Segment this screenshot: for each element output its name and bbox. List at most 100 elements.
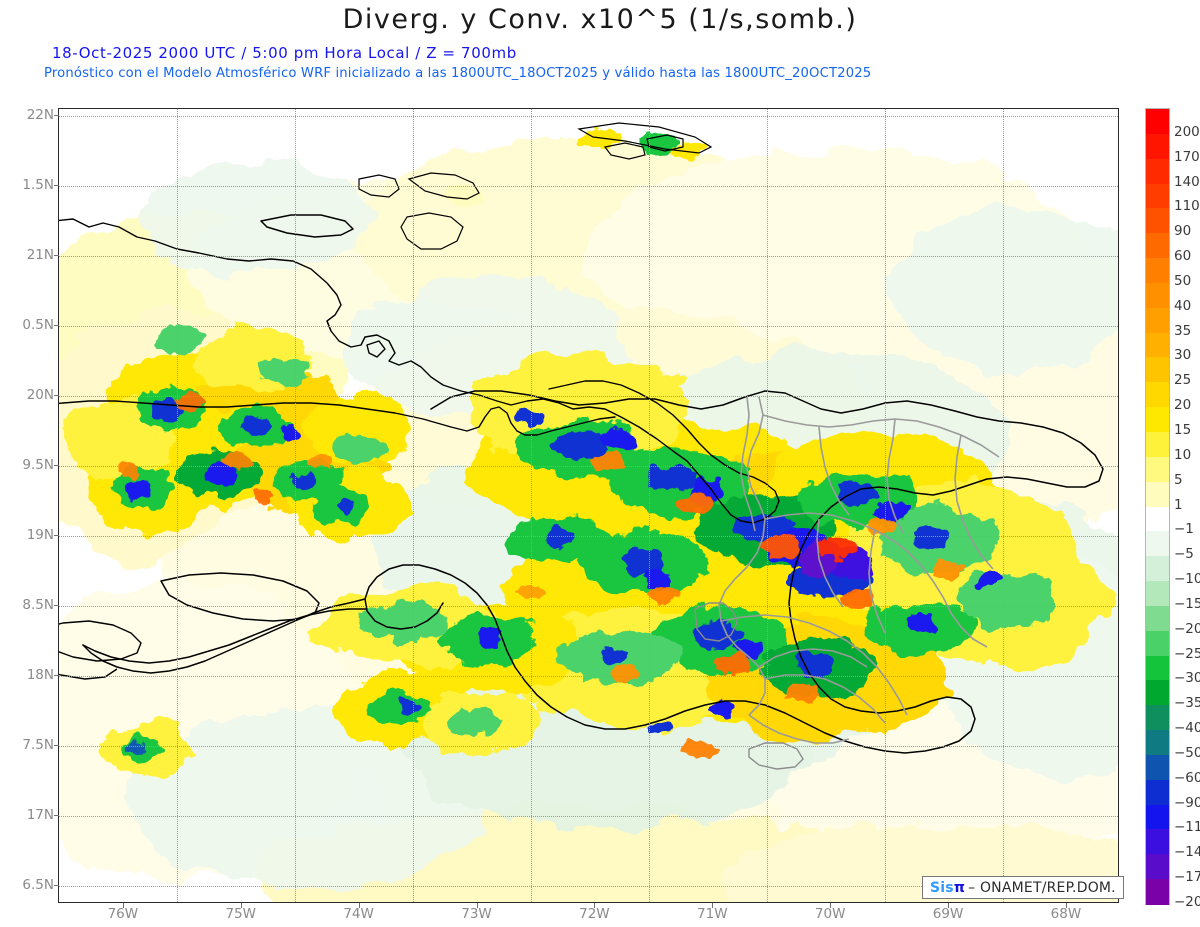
gridline-horizontal [59,606,1118,607]
gridline-horizontal [59,186,1118,187]
colorbar-tick-label: −5 [1174,546,1194,563]
colorbar-band [1146,779,1169,806]
colorbar-tick-label: −25 [1174,645,1200,662]
page-title: Diverg. y Conv. x10^5 (1/s,somb.) [342,4,858,35]
gridline-vertical [413,109,414,902]
y-axis-tickmark [54,115,59,116]
x-axis-tickmark [358,903,360,908]
organization-label: – ONAMET/REP.DOM. [968,879,1116,896]
gridline-vertical [649,109,650,902]
y-axis-tickmark [54,395,59,396]
divergence-field [59,109,1118,902]
colorbar-band [1146,531,1169,557]
gridline-vertical [295,109,296,902]
y-axis-tickmark [54,605,59,606]
colorbar-tick-label: 110 [1174,198,1200,215]
colorbar-band [1146,829,1169,855]
y-axis-tick-label: 17N [26,807,54,823]
y-axis-tick-label: 9.5N [22,457,54,473]
colorbar-tick-label: 60 [1174,248,1192,265]
gridline-horizontal [59,466,1118,467]
colorbar-band [1146,680,1169,706]
y-axis-tickmark [54,535,59,536]
colorbar-tick-label: 140 [1174,173,1200,190]
colorbar-tick-label: −50 [1174,744,1200,761]
gridline-vertical [531,109,532,902]
x-axis-tick-label: 69W [932,906,964,922]
x-axis-tickmark [712,903,714,908]
colorbar-band [1146,307,1169,334]
colorbar-band [1146,730,1169,756]
y-axis-tickmark [54,185,59,186]
colorbar-tick-label: 25 [1174,372,1192,389]
y-axis-tickmark [54,325,59,326]
gridline-horizontal [59,676,1118,677]
brand-pi-icon: π [953,879,966,896]
x-axis-tick-label: 70W [814,906,846,922]
colorbar-band [1146,705,1169,731]
x-axis-tick-label: 68W [1050,906,1082,922]
colorbar-tick-label: 200 [1174,123,1200,140]
colorbar-tick-label: 15 [1174,421,1192,438]
colorbar-band [1146,804,1169,831]
colorbar-band [1146,233,1169,259]
colorbar-tick-label: −20 [1174,620,1200,637]
colorbar-band [1146,556,1169,582]
colorbar-band [1146,431,1169,458]
y-axis-tickmark [54,465,59,466]
map-plot-area [58,108,1119,903]
x-axis-tickmark [830,903,832,908]
y-axis-tickmark [54,815,59,816]
colorbar-band [1146,581,1169,607]
x-axis-tickmark [240,903,242,908]
colorbar-band [1146,506,1169,532]
colorbar-band [1146,158,1169,185]
colorbar-band [1146,754,1169,781]
brand-sis-text: Sis [930,879,954,896]
colorbar-tick-label: −30 [1174,670,1200,687]
gridline-horizontal [59,116,1118,117]
colorbar-tick-label: 30 [1174,347,1192,364]
y-axis-tick-label: 1.5N [22,177,54,193]
gridline-vertical [177,109,178,902]
gridline-horizontal [59,326,1118,327]
y-axis-tick-label: 21N [26,247,54,263]
colorbar-band [1146,258,1169,284]
x-axis-tick-label: 72W [579,906,610,922]
colorbar-tick-label: −15 [1174,595,1200,612]
gridline-horizontal [59,396,1118,397]
colorbar-tick-label: −35 [1174,695,1200,712]
colorbar-band [1146,357,1169,383]
colorbar-tick-label: 5 [1174,471,1183,488]
colorbar-tick-label: −200 [1174,894,1200,910]
colorbar-tick-label: −60 [1174,769,1200,786]
colorbar-band [1146,109,1169,135]
colorbar-band [1146,879,1169,905]
colorbar-band [1146,605,1169,632]
x-axis-tick-label: 71W [697,906,728,922]
gridline-horizontal [59,746,1118,747]
y-axis-tick-label: 6.5N [22,877,54,893]
colorbar-tick-label: 1 [1174,496,1183,513]
colorbar-band [1146,407,1169,433]
colorbar-tick-label: 170 [1174,148,1200,165]
colorbar-tick-label: −10 [1174,571,1200,588]
colorbar-tick-label: 35 [1174,322,1192,339]
x-axis-tickmark [948,903,950,908]
field-svg [59,109,1118,902]
gridline-horizontal [59,536,1118,537]
colorbar-tick-label: 90 [1174,223,1192,240]
colorbar-tick-label: 20 [1174,397,1192,414]
y-axis-tick-label: 8.5N [22,597,54,613]
colorbar-tick-label: −1 [1174,521,1194,538]
x-axis-tick-label: 73W [461,906,492,922]
gridline-vertical [1003,109,1004,902]
y-axis-tickmark [54,885,59,886]
colorbar-band [1146,183,1169,209]
colorbar-tick-label: −90 [1174,794,1200,811]
colorbar-tick-label: −110 [1174,819,1200,836]
y-axis-tick-label: 20N [26,387,54,403]
gridline-vertical [885,109,886,902]
x-axis-tickmark [594,903,596,908]
colorbar-tick-label: −170 [1174,869,1200,886]
